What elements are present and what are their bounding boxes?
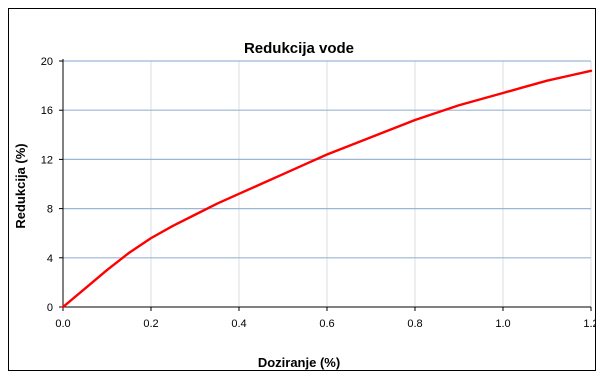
y-tick-label: 16 — [41, 105, 53, 117]
chart-title: Redukcija vode — [244, 40, 354, 57]
y-tick-label: 20 — [41, 56, 53, 68]
x-axis-label: Doziranje (%) — [258, 355, 340, 370]
x-tick-label: 1.0 — [495, 318, 510, 330]
y-tick-label: 4 — [47, 253, 53, 265]
y-tick-label: 12 — [41, 154, 53, 166]
x-tick-label: 0.4 — [231, 318, 246, 330]
series-layer — [61, 69, 593, 309]
y-tick-label: 0 — [47, 302, 53, 314]
chart-frame: 0.0 0.2 0.4 0.6 0.8 1.0 1.2 0 4 8 12 16 20 Redukcija… — [8, 8, 596, 371]
axis-layer — [59, 59, 592, 311]
x-tick-label: 0.6 — [319, 318, 334, 330]
grid-layer — [63, 60, 592, 307]
x-tick-label: 0.8 — [407, 318, 422, 330]
x-tick-label: 1.2 — [583, 318, 595, 330]
chart-svg: 0.0 0.2 0.4 0.6 0.8 1.0 1.2 0 4 8 12 16 20 Redukcija… — [13, 40, 595, 370]
tick-layer: 0.0 0.2 0.4 0.6 0.8 1.0 1.2 0 4 8 12 16 20 — [41, 56, 595, 330]
y-axis-label: Redukcija (%) — [13, 143, 28, 228]
x-tick-label: 0.0 — [55, 318, 70, 330]
x-tick-label: 0.2 — [143, 318, 158, 330]
y-tick-label: 8 — [47, 204, 53, 216]
series-line — [61, 69, 593, 309]
